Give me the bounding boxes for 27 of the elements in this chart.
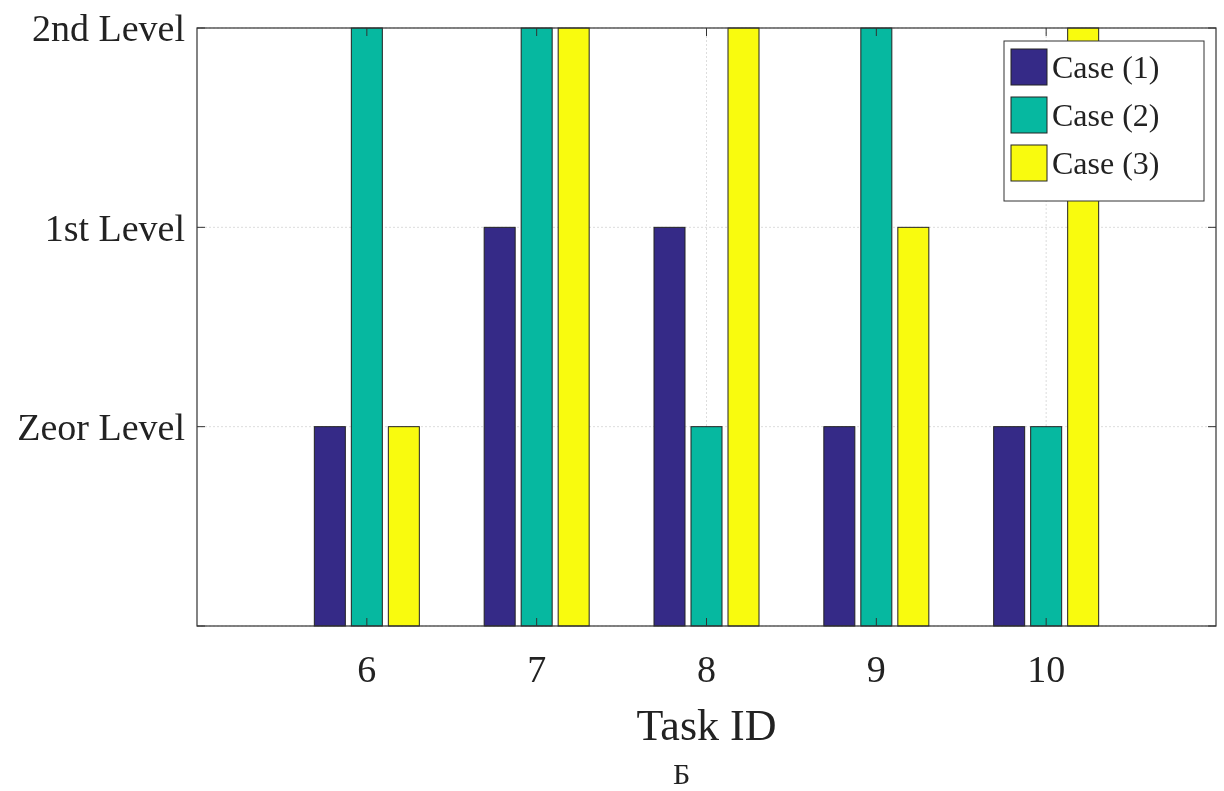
bar	[860, 27, 893, 627]
bar	[897, 226, 930, 627]
legend-label: Case (1)	[1052, 49, 1160, 86]
legend-label: Case (3)	[1052, 145, 1160, 182]
y-tick-label: 2nd Level	[31, 7, 185, 50]
bar	[520, 27, 553, 627]
x-tick-label: 6	[357, 648, 377, 690]
bar	[557, 27, 590, 627]
bar	[1030, 426, 1063, 627]
x-tick-label: 9	[866, 648, 886, 690]
y-tick-label: 1st Level	[44, 206, 185, 249]
bar	[690, 426, 723, 627]
text: Б	[672, 757, 691, 790]
bar	[483, 226, 516, 627]
bar	[823, 426, 856, 627]
x-tick-label: 10	[1027, 648, 1066, 690]
bar	[653, 226, 686, 627]
bar	[727, 27, 760, 627]
bar	[313, 426, 346, 627]
x-axis-title: Task ID	[636, 701, 777, 750]
x-tick-label: 8	[697, 648, 716, 690]
legend-label: Case (2)	[1052, 97, 1160, 134]
y-tick-label: Zeor Level	[17, 405, 185, 448]
bar	[387, 426, 420, 627]
bar	[993, 426, 1026, 627]
x-tick-label: 7	[527, 648, 547, 690]
bar	[350, 27, 383, 627]
